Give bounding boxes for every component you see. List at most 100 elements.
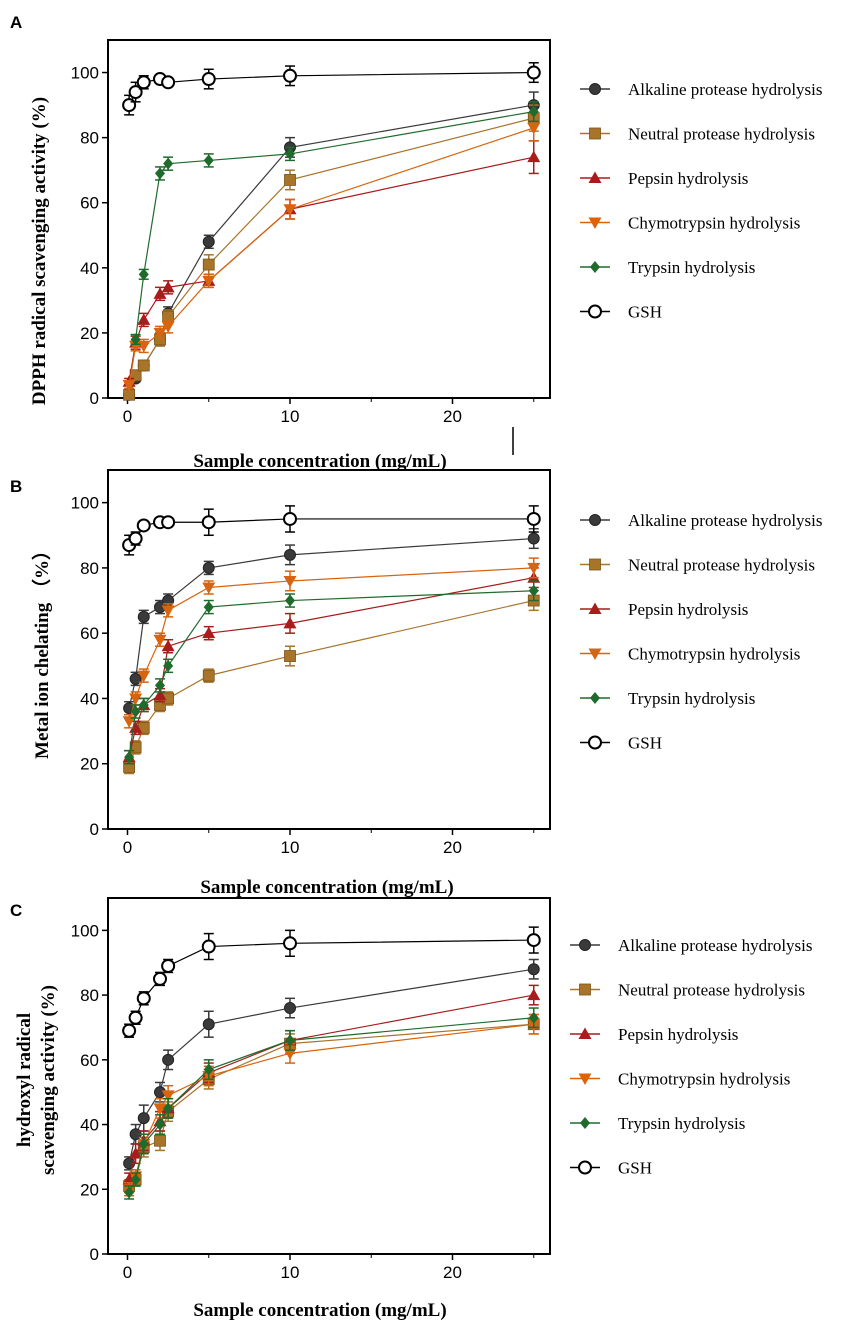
data-point bbox=[153, 327, 167, 340]
legend-marker bbox=[589, 558, 601, 571]
series-line bbox=[128, 71, 534, 106]
data-point bbox=[128, 85, 143, 100]
data-point bbox=[202, 275, 216, 288]
y-tick-label: 0 bbox=[90, 389, 99, 408]
y-axis-title: hydroxyl radical scavenging activity (%) bbox=[14, 985, 59, 1175]
data-point bbox=[137, 670, 151, 683]
series-pepsin-hydrolysis bbox=[122, 140, 541, 387]
series-alkaline-protease-hydrolysis bbox=[123, 91, 540, 401]
data-point bbox=[526, 933, 541, 948]
y-tick-label: 60 bbox=[80, 1051, 99, 1070]
legend-entry: Pepsin hydrolysis bbox=[570, 1025, 738, 1044]
data-point bbox=[124, 1186, 135, 1199]
data-point bbox=[129, 672, 142, 685]
data-point bbox=[202, 235, 215, 248]
data-point bbox=[527, 963, 540, 976]
legend-marker bbox=[578, 1073, 592, 1085]
data-point bbox=[153, 1103, 167, 1115]
data-point bbox=[153, 688, 167, 701]
data-point bbox=[283, 575, 297, 588]
data-point bbox=[285, 1034, 295, 1047]
legend-marker bbox=[590, 261, 600, 273]
x-tick-label: 20 bbox=[443, 1263, 462, 1282]
data-point bbox=[527, 562, 541, 575]
series-line bbox=[135, 111, 534, 340]
x-axis-title: Sample concentration (mg/mL) bbox=[193, 1300, 446, 1321]
data-point bbox=[284, 174, 296, 186]
legend-marker bbox=[590, 692, 600, 704]
y-tick-label: 100 bbox=[71, 921, 99, 940]
y-tick-label: 40 bbox=[80, 1116, 99, 1135]
panel-b: B Metal ion chelating （%） Sample concent… bbox=[10, 469, 823, 898]
data-point bbox=[155, 167, 165, 180]
data-point bbox=[128, 1010, 143, 1025]
data-point bbox=[161, 321, 175, 333]
data-point bbox=[283, 204, 297, 216]
data-point bbox=[163, 1102, 174, 1115]
panel-letter: A bbox=[10, 13, 22, 32]
y-axis-title: DPPH radical scavenging activity (%) bbox=[29, 97, 50, 405]
data-point bbox=[284, 548, 296, 561]
data-point bbox=[138, 1137, 149, 1150]
x-tick-label: 0 bbox=[123, 838, 132, 857]
series-gsh bbox=[122, 62, 541, 116]
data-point bbox=[284, 1002, 296, 1015]
data-point bbox=[161, 280, 175, 293]
legend-label: Alkaline protease hydrolysis bbox=[628, 80, 823, 99]
legend-entry: Neutral protease hydrolysis bbox=[580, 125, 815, 144]
legend-marker bbox=[589, 514, 601, 526]
data-point bbox=[161, 605, 175, 617]
data-point bbox=[122, 1023, 137, 1038]
series-trypsin-hydrolysis bbox=[130, 101, 539, 346]
x-tick-label: 0 bbox=[123, 1263, 132, 1282]
data-point bbox=[526, 65, 541, 80]
x-tick-label: 10 bbox=[281, 838, 300, 857]
series-line bbox=[128, 968, 534, 1164]
data-point bbox=[122, 98, 137, 113]
legend-marker bbox=[588, 171, 602, 183]
x-tick-label: 0 bbox=[123, 407, 132, 426]
legend-entry: Alkaline protease hydrolysis bbox=[580, 511, 823, 530]
y-tick-label: 40 bbox=[80, 259, 99, 278]
series-line bbox=[128, 518, 534, 546]
y-tick-label: 100 bbox=[71, 494, 99, 513]
y-tick-label: 20 bbox=[80, 755, 99, 774]
legend-entry: Trypsin hydrolysis bbox=[580, 689, 755, 708]
data-point bbox=[163, 659, 174, 672]
data-point bbox=[154, 1134, 166, 1147]
y-tick-label: 60 bbox=[80, 194, 99, 213]
data-point bbox=[202, 669, 215, 682]
data-point bbox=[136, 991, 151, 1006]
data-point bbox=[137, 1112, 150, 1125]
y-axis-title-line: Metal ion chelating （%） bbox=[30, 541, 53, 759]
x-tick-label: 10 bbox=[281, 407, 300, 426]
data-point bbox=[283, 68, 297, 83]
legend-label: Trypsin hydrolysis bbox=[628, 258, 755, 277]
data-point bbox=[527, 988, 541, 1001]
data-point bbox=[161, 639, 175, 652]
legend-label: Chymotrypsin hydrolysis bbox=[618, 1070, 790, 1089]
data-point bbox=[526, 511, 541, 526]
y-tick-label: 0 bbox=[90, 820, 99, 839]
data-point bbox=[153, 634, 167, 647]
x-axis-title: Sample concentration (mg/mL) bbox=[193, 451, 446, 472]
legend-entry: Alkaline protease hydrolysis bbox=[570, 936, 813, 955]
series-line bbox=[128, 127, 534, 386]
series-chymotrypsin-hydrolysis bbox=[122, 557, 541, 729]
legend-entry: Trypsin hydrolysis bbox=[580, 258, 755, 277]
data-point bbox=[528, 105, 539, 118]
legend-marker bbox=[588, 602, 602, 614]
series-gsh bbox=[122, 505, 541, 556]
panel-letter: C bbox=[10, 901, 22, 920]
legend-label: Trypsin hydrolysis bbox=[618, 1114, 745, 1133]
y-tick-label: 80 bbox=[80, 559, 99, 578]
y-axis-title-line: scavenging activity (%) bbox=[38, 985, 59, 1175]
series-chymotrypsin-hydrolysis bbox=[122, 114, 541, 392]
data-point bbox=[122, 379, 136, 392]
series-pepsin-hydrolysis bbox=[122, 567, 541, 765]
legend-entry: GSH bbox=[570, 1159, 652, 1178]
series-alkaline-protease-hydrolysis bbox=[123, 958, 540, 1171]
legend-marker bbox=[588, 304, 602, 319]
data-point bbox=[285, 594, 295, 607]
data-point bbox=[138, 268, 149, 281]
